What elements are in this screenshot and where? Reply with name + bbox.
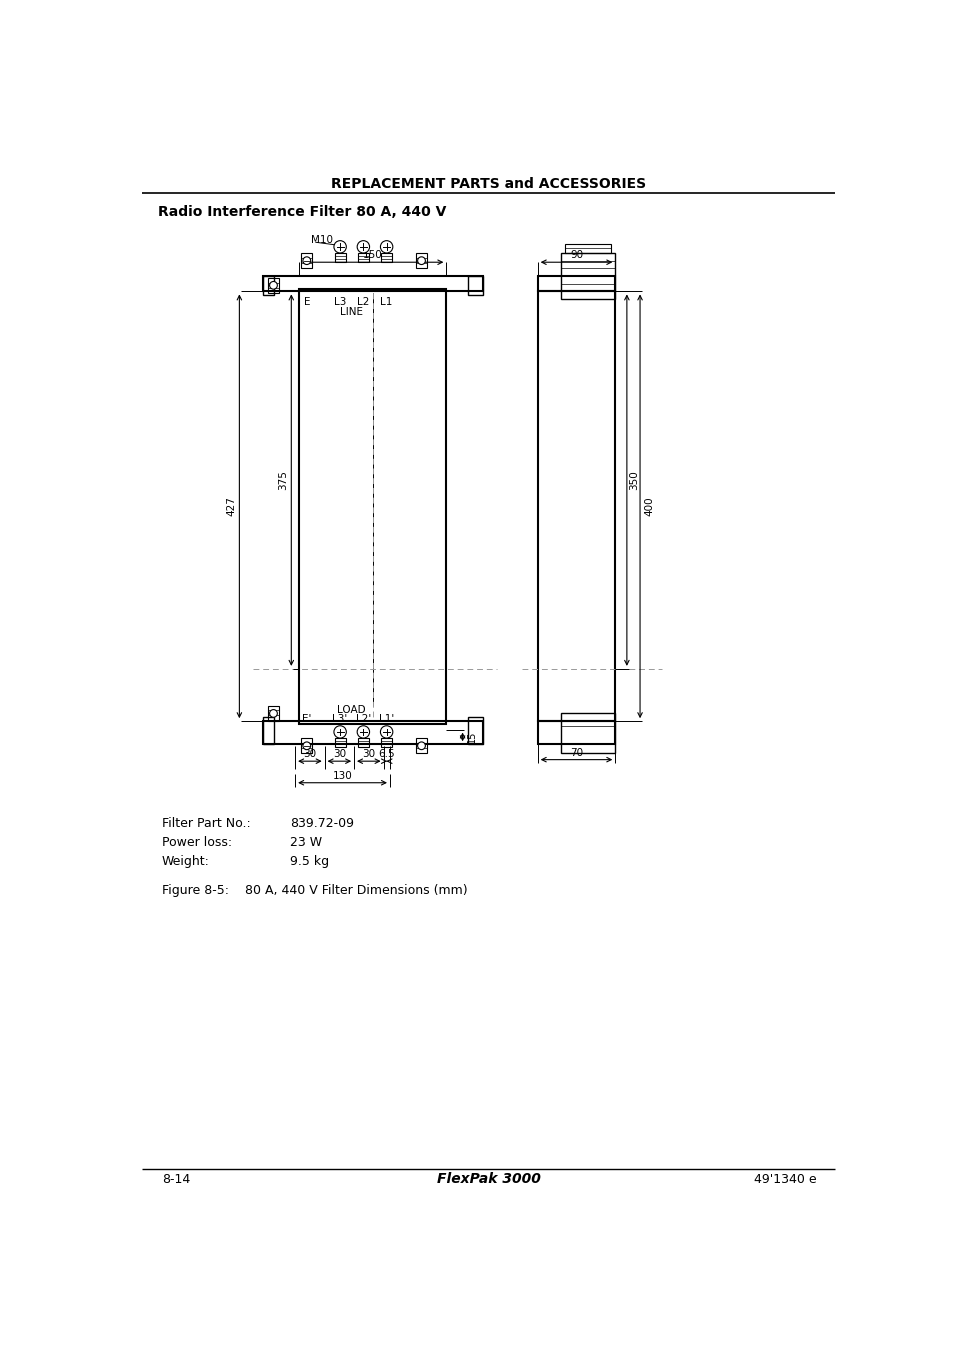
Bar [301, 253, 312, 269]
Bar [560, 253, 615, 299]
Text: L1': L1' [378, 713, 394, 724]
Bar [262, 276, 274, 296]
Text: 30: 30 [303, 750, 316, 759]
Text: 130: 130 [333, 771, 352, 781]
Text: 23 W: 23 W [290, 836, 321, 848]
Bar [335, 253, 345, 262]
Text: 350: 350 [629, 470, 639, 490]
Text: 8-14: 8-14 [162, 1173, 190, 1186]
Text: 90: 90 [569, 250, 582, 261]
Text: REPLACEMENT PARTS and ACCESSORIES: REPLACEMENT PARTS and ACCESSORIES [331, 177, 646, 190]
Text: LOAD: LOAD [337, 705, 366, 716]
Text: 375: 375 [278, 470, 288, 490]
Text: 9.5 kg: 9.5 kg [290, 855, 329, 869]
Circle shape [270, 709, 277, 717]
Bar [564, 243, 611, 253]
Bar [298, 289, 446, 724]
Bar [357, 738, 369, 747]
Text: 839.72-09: 839.72-09 [290, 816, 354, 830]
Text: Radio Interference Filter 80 A, 440 V: Radio Interference Filter 80 A, 440 V [158, 205, 446, 219]
Bar [416, 738, 427, 754]
Bar [468, 276, 483, 296]
Text: 150: 150 [362, 250, 382, 261]
Bar [560, 713, 615, 754]
Circle shape [380, 725, 393, 738]
Bar [262, 721, 483, 744]
Circle shape [303, 257, 311, 265]
Text: L2': L2' [355, 713, 371, 724]
Text: 70: 70 [569, 747, 582, 758]
Bar [301, 738, 312, 754]
Text: L3: L3 [334, 297, 346, 307]
Text: 30: 30 [362, 750, 375, 759]
Text: L2: L2 [356, 297, 369, 307]
Text: L1: L1 [380, 297, 393, 307]
Bar [416, 253, 427, 269]
Bar [537, 721, 615, 744]
Text: 49'1340 e: 49'1340 e [753, 1173, 816, 1186]
Text: LINE: LINE [340, 307, 363, 317]
Text: Figure 8-5:    80 A, 440 V Filter Dimensions (mm): Figure 8-5: 80 A, 440 V Filter Dimension… [162, 884, 467, 897]
Text: E: E [303, 297, 310, 307]
Bar [335, 738, 345, 747]
Circle shape [417, 257, 425, 265]
Text: L3': L3' [333, 713, 348, 724]
Circle shape [303, 742, 311, 750]
Text: 400: 400 [643, 497, 654, 516]
Text: E': E' [302, 713, 312, 724]
Bar [262, 276, 483, 292]
Bar [268, 705, 278, 721]
Circle shape [334, 240, 346, 253]
Text: Filter Part No.:: Filter Part No.: [162, 816, 251, 830]
Bar [537, 292, 615, 721]
Text: Power loss:: Power loss: [162, 836, 232, 848]
Circle shape [334, 725, 346, 738]
Text: 6.5: 6.5 [378, 750, 395, 759]
Text: M10: M10 [311, 235, 334, 245]
Bar [381, 253, 392, 262]
Text: 427: 427 [227, 496, 236, 516]
Circle shape [356, 240, 369, 253]
Circle shape [380, 240, 393, 253]
Bar [537, 276, 615, 292]
Text: 15: 15 [466, 731, 476, 743]
Text: FlexPak 3000: FlexPak 3000 [436, 1173, 540, 1186]
Bar [357, 253, 369, 262]
Circle shape [417, 742, 425, 750]
Text: Weight:: Weight: [162, 855, 210, 869]
Bar [381, 738, 392, 747]
Bar [262, 717, 274, 744]
Bar [468, 717, 483, 744]
Bar [268, 277, 278, 293]
Circle shape [270, 281, 277, 289]
Circle shape [356, 725, 369, 738]
Text: 30: 30 [333, 750, 346, 759]
